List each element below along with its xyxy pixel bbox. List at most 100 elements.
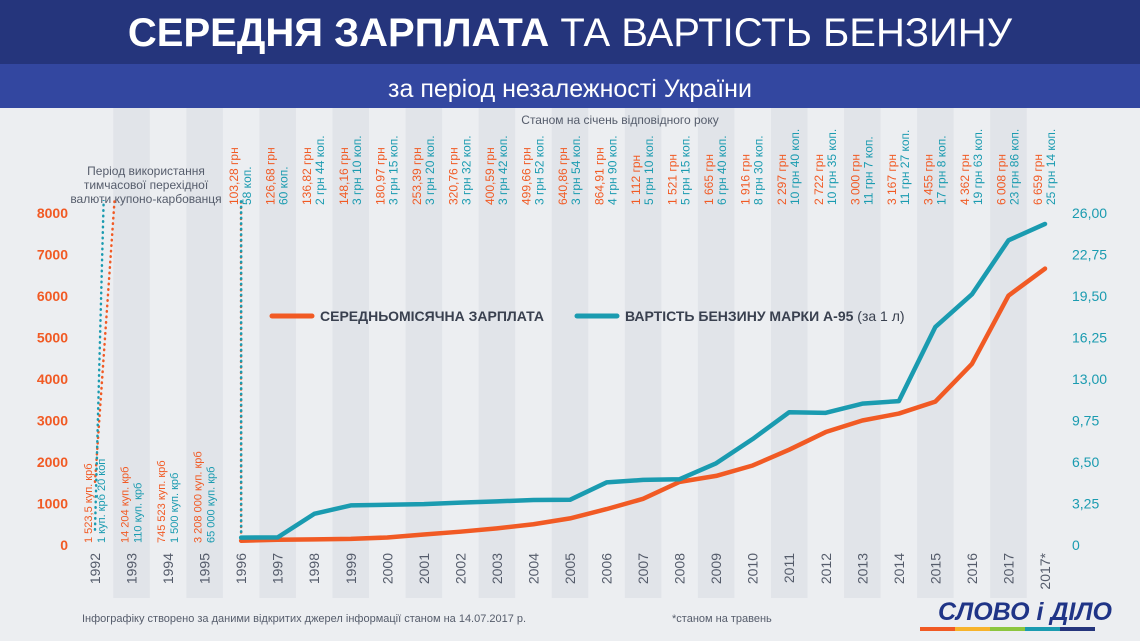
subtitle-bar — [0, 64, 1140, 108]
x-tick-label: 2001 — [416, 553, 432, 584]
value-label: 2 722 грн — [812, 154, 826, 205]
x-tick-label: 1992 — [87, 553, 103, 584]
kupon-value-label: 1 куп. крб 20 коп — [96, 459, 108, 543]
y2-tick-label: 9,75 — [1072, 413, 1099, 429]
x-tick-label: 2012 — [818, 553, 834, 584]
value-label: 11 грн 27 коп. — [898, 130, 912, 205]
logo-stripe — [920, 627, 955, 631]
title-rest: ТА ВАРТІСТЬ БЕНЗИНУ — [560, 11, 1012, 55]
legend-name: СЕРЕДНЬОМІСЯЧНА ЗАРПЛАТА — [320, 308, 544, 324]
value-label: 4 362 грн — [958, 154, 972, 205]
y2-tick-label: 6,50 — [1072, 454, 1099, 470]
note-left-line: Період використання — [87, 164, 205, 178]
value-label: 6 659 грн — [1031, 154, 1045, 205]
y-tick-label: 2000 — [37, 454, 68, 470]
y2-tick-label: 16,25 — [1072, 330, 1107, 346]
value-label: 6 008 грн — [994, 154, 1008, 205]
y-tick-label: 1000 — [37, 496, 68, 512]
year-stripe — [186, 108, 223, 598]
value-label: 126,68 грн — [264, 147, 278, 205]
logo-text: СЛОВО і ДІЛО — [938, 598, 1113, 626]
kupon-value-label: 1 523,5 куп. крб — [83, 464, 95, 544]
y-tick-label: 5000 — [37, 330, 68, 346]
x-tick-label: 1999 — [343, 553, 359, 584]
value-label: 11 грн 7 коп. — [861, 136, 875, 205]
x-tick-label: 1994 — [160, 553, 176, 584]
value-label: 180,97 грн — [373, 147, 387, 205]
axes: 1992 1993 1994 1995 1996 1997 1998 1999 2000 2001… — [37, 205, 1107, 590]
logo-stripe — [990, 627, 1025, 631]
value-label: 320,76 грн — [446, 147, 460, 205]
value-label: 3 грн 52 коп. — [532, 135, 546, 205]
logo-stripe — [1060, 627, 1095, 631]
y-tick-label: 7000 — [37, 247, 68, 263]
value-label: 253,39 грн — [410, 147, 424, 205]
value-label: 23 грн 86 коп. — [1007, 129, 1021, 205]
footer-note: *станом на травень — [672, 613, 772, 625]
value-label: 6 грн 40 коп. — [715, 135, 729, 205]
value-label: 136,82 грн — [300, 147, 314, 205]
y-tick-label: 4000 — [37, 371, 68, 387]
year-stripe — [770, 108, 808, 598]
value-label: 10 грн 35 коп. — [825, 129, 839, 205]
header-bar — [0, 0, 1140, 64]
value-label: 3 455 грн — [921, 154, 935, 205]
year-stripe — [113, 108, 150, 598]
legend-label: СЕРЕДНЬОМІСЯЧНА ЗАРПЛАТА — [320, 308, 544, 324]
legend: СЕРЕДНЬОМІСЯЧНА ЗАРПЛАТА ВАРТІСТЬ БЕНЗИНУ… — [269, 308, 905, 324]
chart-subtitle: за період незалежності України — [388, 75, 752, 103]
value-label: 3 грн 10 коп. — [350, 135, 364, 205]
x-tick-label: 2003 — [489, 553, 505, 584]
y2-tick-label: 22,75 — [1072, 247, 1107, 263]
y2-tick-label: 13,00 — [1072, 371, 1107, 387]
x-tick-label: 2006 — [599, 553, 615, 584]
value-label: 1 665 грн — [702, 154, 716, 205]
value-label: 5 грн 15 коп. — [679, 135, 693, 205]
y-tick-label: 8000 — [37, 205, 68, 221]
value-label: 3 грн 32 коп. — [459, 135, 473, 205]
kupon-value-label: 3 208 000 куп. крб — [193, 451, 205, 543]
value-label: 103,28 грн — [227, 147, 241, 205]
value-label: 60 коп. — [277, 166, 291, 205]
value-label: 1 916 грн — [739, 154, 753, 205]
kupon-value-label: 1 500 куп. крб — [169, 473, 181, 543]
x-tick-label: 2013 — [854, 553, 870, 584]
value-label: 3 000 грн — [848, 154, 862, 205]
y-tick-label: 3000 — [37, 413, 68, 429]
year-stripe — [259, 108, 296, 598]
value-label: 4 грн 90 коп. — [606, 135, 620, 205]
value-label: 400,59 грн — [483, 147, 497, 205]
y2-tick-label: 0 — [1072, 537, 1080, 553]
value-label: 19 грн 63 коп. — [971, 129, 985, 205]
x-tick-label: 1993 — [124, 553, 140, 584]
x-tick-label: 2015 — [927, 553, 943, 584]
value-label: 3 167 грн — [885, 154, 899, 205]
value-label: 3 грн 20 коп. — [423, 135, 437, 205]
x-tick-label: 2016 — [964, 553, 980, 584]
value-labels: 103,28 грн 126,68 грн 136,82 грн 148,16 грн… — [83, 129, 1058, 543]
x-tick-label: 2004 — [525, 553, 541, 584]
chart-title: СЕРЕДНЯ ЗАРПЛАТА ТА ВАРТІСТЬ БЕНЗИНУ — [128, 11, 1013, 55]
value-label: 2 297 грн — [775, 154, 789, 205]
note-left-line: тимчасової перехідної — [84, 178, 209, 192]
value-label: 58 коп. — [240, 166, 254, 205]
value-label: 3 грн 15 коп. — [386, 135, 400, 205]
value-label: 5 грн 10 коп. — [642, 135, 656, 205]
x-tick-label: 2017 — [1000, 553, 1016, 584]
value-label: 3 грн 54 коп. — [569, 135, 583, 205]
x-tick-label: 2014 — [891, 553, 907, 584]
logo: СЛОВО і ДІЛО — [920, 598, 1113, 631]
year-stripe — [697, 108, 735, 598]
x-tick-label: 2000 — [379, 553, 395, 584]
x-tick-label: 1998 — [306, 553, 322, 584]
value-label: 1 112 грн — [629, 155, 643, 205]
y2-tick-label: 19,50 — [1072, 288, 1107, 304]
value-label: 864,91 грн — [593, 147, 607, 205]
note-top: Станом на січень відповідного року — [521, 113, 718, 127]
year-stripe — [624, 108, 662, 598]
kupon-value-label: 65 000 куп. крб — [206, 467, 218, 543]
value-label: 1 521 грн — [666, 154, 680, 205]
y-tick-label: 0 — [60, 537, 68, 553]
value-label: 2 грн 44 коп. — [313, 135, 327, 205]
